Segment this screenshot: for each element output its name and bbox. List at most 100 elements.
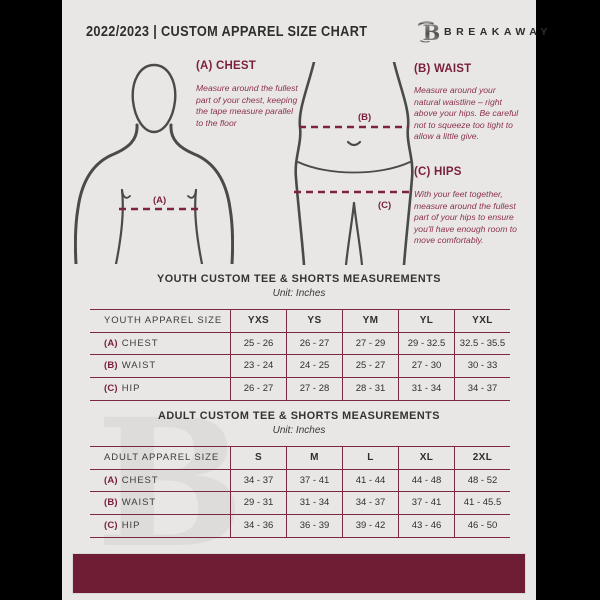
table-cell: 25 - 26	[230, 332, 286, 355]
row-prefix: (C)	[104, 383, 118, 395]
adult-size-col: S	[230, 447, 286, 470]
size-chart-page: B 2022/2023 | CUSTOM APPAREL SIZE CHART …	[62, 0, 547, 600]
hips-marker-label: (C)	[378, 200, 391, 211]
table-cell: 37 - 41	[398, 492, 454, 515]
row-name: WAIST	[121, 497, 157, 509]
table-cell: 34 - 37	[230, 469, 286, 492]
youth-header-label: YOUTH APPAREL SIZE	[90, 310, 230, 333]
youth-size-col: YM	[342, 310, 398, 333]
adult-row-label: (B) WAIST	[90, 492, 230, 515]
table-cell: 44 - 48	[398, 469, 454, 492]
table-cell: 34 - 36	[230, 514, 286, 537]
table-cell: 31 - 34	[398, 377, 454, 400]
table-cell: 31 - 34	[286, 492, 342, 515]
table-cell: 26 - 27	[230, 377, 286, 400]
brand-lockup: B BREAKAWAY	[417, 18, 552, 45]
adult-row-label: (A) CHEST	[90, 470, 230, 492]
table-cell: 34 - 37	[454, 377, 510, 400]
youth-size-table: YOUTH APPAREL SIZE YXS YS YM YL YXL (A) C…	[90, 309, 510, 401]
table-cell: 48 - 52	[454, 469, 510, 492]
logo-letter: B	[423, 20, 440, 45]
row-name: CHEST	[121, 474, 159, 486]
figure-waistband-curve	[297, 161, 411, 174]
figure-head	[131, 63, 177, 134]
figure-right-inner-leg	[352, 201, 364, 265]
figure-right-armpit-notch	[187, 189, 197, 199]
table-cell: 39 - 42	[342, 514, 398, 537]
figure-left-armpit-notch	[121, 189, 131, 199]
table-cell: 32.5 - 35.5	[454, 332, 510, 355]
hips-heading: (C) HIPS	[414, 166, 462, 178]
chest-heading: (A) CHEST	[196, 60, 256, 72]
header: 2022/2023 | CUSTOM APPAREL SIZE CHART B …	[86, 18, 547, 45]
adult-size-table: ADULT APPAREL SIZE S M L XL 2XL (A) CHEST…	[90, 446, 510, 538]
table-cell: 46 - 50	[454, 514, 510, 537]
adult-size-col: L	[342, 447, 398, 470]
adult-table-title: ADULT CUSTOM TEE & SHORTS MEASUREMENTS	[158, 410, 440, 422]
figure-left-armpit	[114, 188, 124, 264]
youth-table-unit: Unit: Inches	[272, 288, 326, 299]
adult-row-label: (C) HIP	[90, 515, 230, 538]
table-cell: 23 - 24	[230, 355, 286, 378]
row-prefix: (B)	[104, 360, 118, 372]
waist-description: Measure around your natural waistline – …	[414, 85, 519, 141]
youth-size-col: YXL	[454, 310, 510, 333]
table-cell: 27 - 30	[398, 355, 454, 378]
adult-table-unit: Unit: Inches	[272, 425, 326, 436]
youth-row-label: (C) HIP	[90, 378, 230, 401]
lower-body-figure: (B) (C)	[294, 62, 414, 265]
watermark-b-letter: B	[96, 380, 245, 587]
table-cell: 43 - 46	[398, 514, 454, 537]
table-cell: 29 - 31	[230, 492, 286, 515]
adult-header-label: ADULT APPAREL SIZE	[90, 447, 230, 470]
footer-accent-bar	[72, 553, 526, 594]
table-cell: 37 - 41	[286, 469, 342, 492]
row-prefix: (C)	[104, 520, 118, 532]
figure-left-inner-leg	[344, 201, 356, 265]
youth-size-col: YXS	[230, 310, 286, 333]
youth-row-label: (B) WAIST	[90, 355, 230, 378]
row-prefix: (B)	[104, 497, 118, 509]
figure-right-shoulder	[169, 123, 234, 264]
row-name: WAIST	[121, 360, 157, 372]
table-cell: 27 - 29	[342, 332, 398, 355]
table-cell: 27 - 28	[286, 377, 342, 400]
chest-description: Measure around the fullest part of your …	[196, 83, 298, 128]
table-cell: 28 - 31	[342, 377, 398, 400]
adult-size-col: M	[286, 447, 342, 470]
torso-figure: (A)	[74, 63, 234, 264]
waist-marker-label: (B)	[358, 112, 371, 123]
youth-table-title: YOUTH CUSTOM TEE & SHORTS MEASUREMENTS	[157, 273, 441, 285]
breakaway-b-logo-icon: B	[417, 20, 440, 45]
adult-size-col: 2XL	[454, 447, 510, 470]
youth-row-label: (A) CHEST	[90, 333, 230, 355]
youth-size-col: YS	[286, 310, 342, 333]
table-cell: 36 - 39	[286, 514, 342, 537]
table-cell: 41 - 45.5	[454, 492, 510, 515]
figure-left-shoulder	[74, 123, 139, 264]
page-title: 2022/2023 | CUSTOM APPAREL SIZE CHART	[86, 23, 368, 40]
row-name: HIP	[121, 520, 141, 532]
table-cell: 29 - 32.5	[398, 332, 454, 355]
table-cell: 24 - 25	[286, 355, 342, 378]
waist-heading: (B) WAIST	[414, 63, 472, 75]
row-name: CHEST	[121, 337, 159, 349]
figure-navel	[346, 140, 362, 147]
row-prefix: (A)	[104, 474, 118, 486]
row-prefix: (A)	[104, 337, 118, 349]
table-cell: 30 - 33	[454, 355, 510, 378]
brand-name: BREAKAWAY	[444, 25, 552, 38]
adult-size-col: XL	[398, 447, 454, 470]
hips-description: With your feet together, measure around …	[414, 189, 517, 245]
youth-size-col: YL	[398, 310, 454, 333]
table-cell: 25 - 27	[342, 355, 398, 378]
row-name: HIP	[121, 383, 141, 395]
table-cell: 26 - 27	[286, 332, 342, 355]
figure-right-armpit	[194, 188, 204, 264]
chest-marker-label: (A)	[153, 195, 166, 206]
table-cell: 41 - 44	[342, 469, 398, 492]
table-cell: 34 - 37	[342, 492, 398, 515]
figure-right-hip-outline	[392, 62, 414, 265]
figure-left-hip-outline	[294, 62, 316, 265]
